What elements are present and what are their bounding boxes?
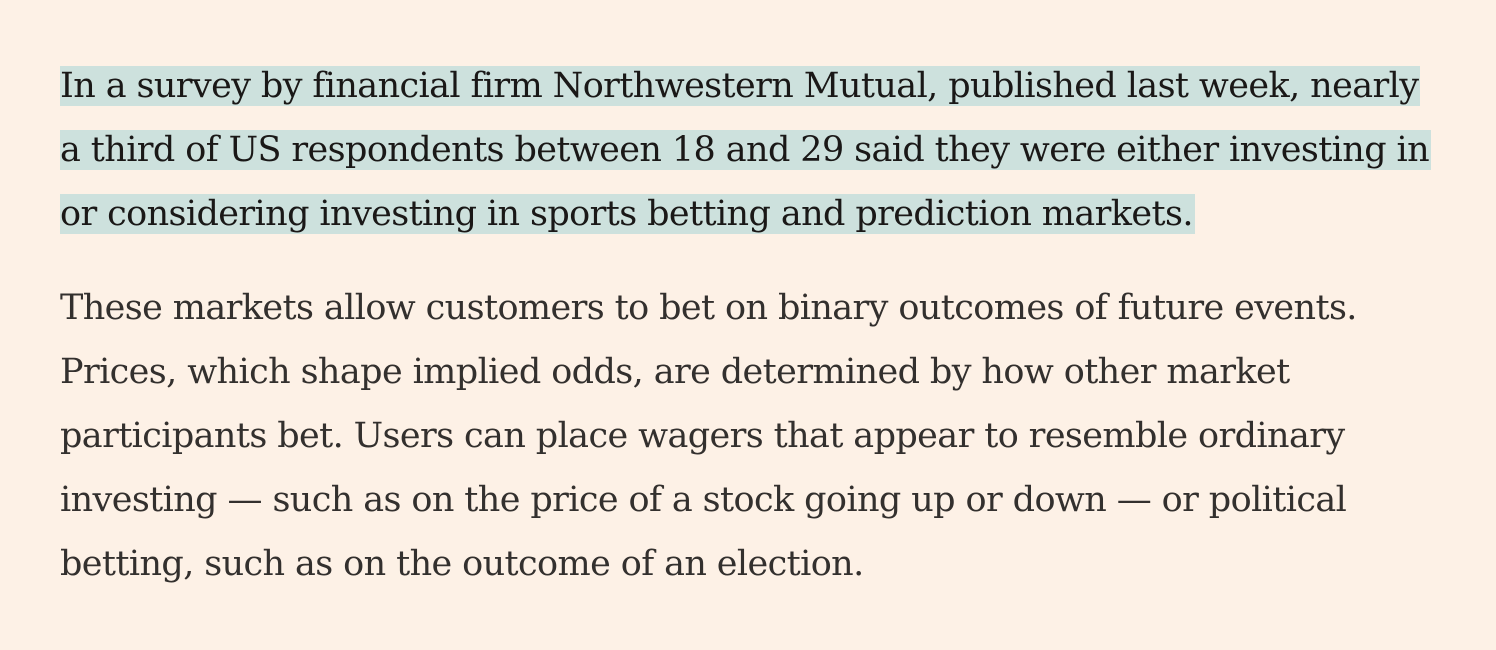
paragraph-line: a third of US respondents between 18 and… [60, 118, 1460, 182]
paragraph-line: Prices, which shape implied odds, are de… [60, 352, 1290, 392]
paragraph-line: or considering investing in sports betti… [60, 182, 1460, 246]
highlighted-paragraph[interactable]: In a survey by financial firm Northweste… [60, 54, 1460, 246]
paragraph-line: investing — such as on the price of a st… [60, 480, 1347, 520]
highlighted-text[interactable]: a third of US respondents between 18 and… [60, 130, 1432, 170]
paragraph-line: betting, such as on the outcome of an el… [60, 544, 864, 584]
highlighted-text[interactable]: In a survey by financial firm Northweste… [60, 66, 1421, 106]
highlighted-text[interactable]: or considering investing in sports betti… [60, 194, 1195, 234]
body-paragraph: These markets allow customers to bet on … [60, 276, 1460, 596]
paragraph-line: participants bet. Users can place wagers… [60, 416, 1345, 456]
article-body: In a survey by financial firm Northweste… [60, 54, 1460, 596]
paragraph-line: In a survey by financial firm Northweste… [60, 54, 1460, 118]
paragraph-line: These markets allow customers to bet on … [60, 288, 1357, 328]
